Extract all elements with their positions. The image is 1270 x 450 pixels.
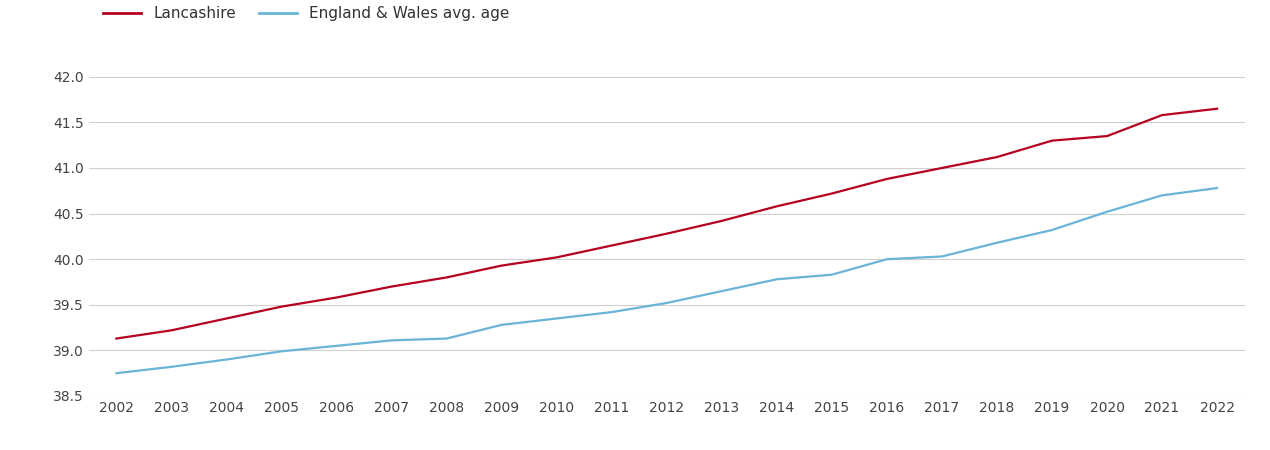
Lancashire [329, 295, 344, 300]
Lancashire [879, 176, 894, 182]
Legend: Lancashire, England & Wales avg. age: Lancashire, England & Wales avg. age [97, 0, 516, 27]
Lancashire [1209, 106, 1224, 112]
England & Wales avg. age [879, 256, 894, 262]
England & Wales avg. age [1100, 209, 1115, 215]
Lancashire [164, 328, 179, 333]
England & Wales avg. age [714, 288, 729, 294]
Line: Lancashire: Lancashire [117, 109, 1217, 338]
Line: England & Wales avg. age: England & Wales avg. age [117, 188, 1217, 373]
England & Wales avg. age [384, 338, 399, 343]
England & Wales avg. age [1044, 227, 1059, 233]
England & Wales avg. age [770, 277, 785, 282]
England & Wales avg. age [824, 272, 839, 277]
Lancashire [439, 275, 455, 280]
Lancashire [384, 284, 399, 289]
England & Wales avg. age [274, 349, 290, 354]
England & Wales avg. age [659, 300, 674, 306]
England & Wales avg. age [989, 240, 1005, 246]
Lancashire [1100, 133, 1115, 139]
Lancashire [1154, 112, 1170, 118]
England & Wales avg. age [605, 310, 620, 315]
England & Wales avg. age [109, 370, 124, 376]
England & Wales avg. age [549, 316, 564, 321]
Lancashire [714, 218, 729, 224]
England & Wales avg. age [1209, 185, 1224, 191]
England & Wales avg. age [164, 364, 179, 369]
England & Wales avg. age [494, 322, 509, 328]
Lancashire [605, 243, 620, 248]
Lancashire [935, 165, 950, 171]
Lancashire [989, 154, 1005, 160]
Lancashire [770, 203, 785, 209]
England & Wales avg. age [935, 254, 950, 259]
Lancashire [549, 255, 564, 260]
Lancashire [274, 304, 290, 309]
Lancashire [109, 336, 124, 341]
England & Wales avg. age [1154, 193, 1170, 198]
England & Wales avg. age [329, 343, 344, 349]
Lancashire [824, 191, 839, 196]
Lancashire [494, 263, 509, 268]
Lancashire [659, 231, 674, 236]
England & Wales avg. age [218, 357, 234, 362]
Lancashire [1044, 138, 1059, 144]
Lancashire [218, 316, 234, 321]
England & Wales avg. age [439, 336, 455, 341]
